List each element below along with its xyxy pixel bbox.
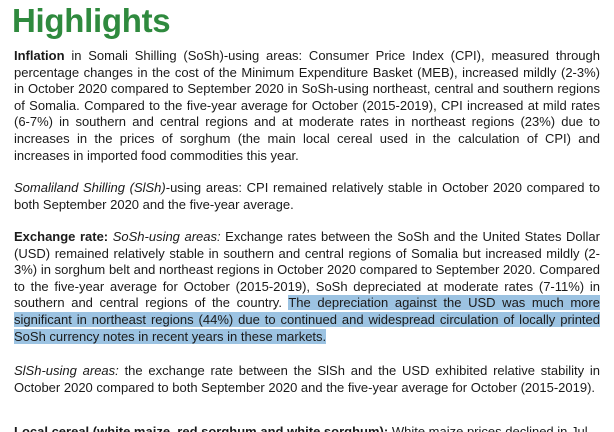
paragraph: Inflation in Somali Shilling (SoSh)-usin… — [14, 48, 600, 164]
run-bold: Exchange rate: — [14, 229, 109, 244]
run: -using areas: CPI remained relatively st… — [14, 180, 600, 212]
run: the exchange rate between the SlSh and t… — [14, 363, 600, 395]
run-italic: SoSh-using areas: — [112, 229, 221, 244]
title: Highlights — [12, 2, 171, 39]
run-italic: SlSh-using areas: — [14, 363, 119, 378]
run: White maize prices declined in Jul — [391, 424, 588, 432]
paragraph: Local cereal (white maize, red sorghum a… — [14, 424, 600, 432]
paragraph: SlSh-using areas: the exchange rate betw… — [14, 363, 600, 396]
run: Exchange rates between the SoSh and the … — [14, 229, 600, 311]
paragraph: Somaliland Shilling (SlSh)-using areas: … — [14, 180, 600, 213]
run-bold: Local cereal (white maize, red sorghum a… — [14, 424, 389, 432]
run-bold: Inflation — [14, 48, 65, 63]
run: in Somali Shilling (SoSh)-using areas: C… — [14, 48, 600, 163]
run-italic: Somaliland Shilling (SlSh) — [14, 180, 166, 195]
paragraph: Exchange rate: SoSh-using areas: Exchang… — [14, 229, 600, 345]
